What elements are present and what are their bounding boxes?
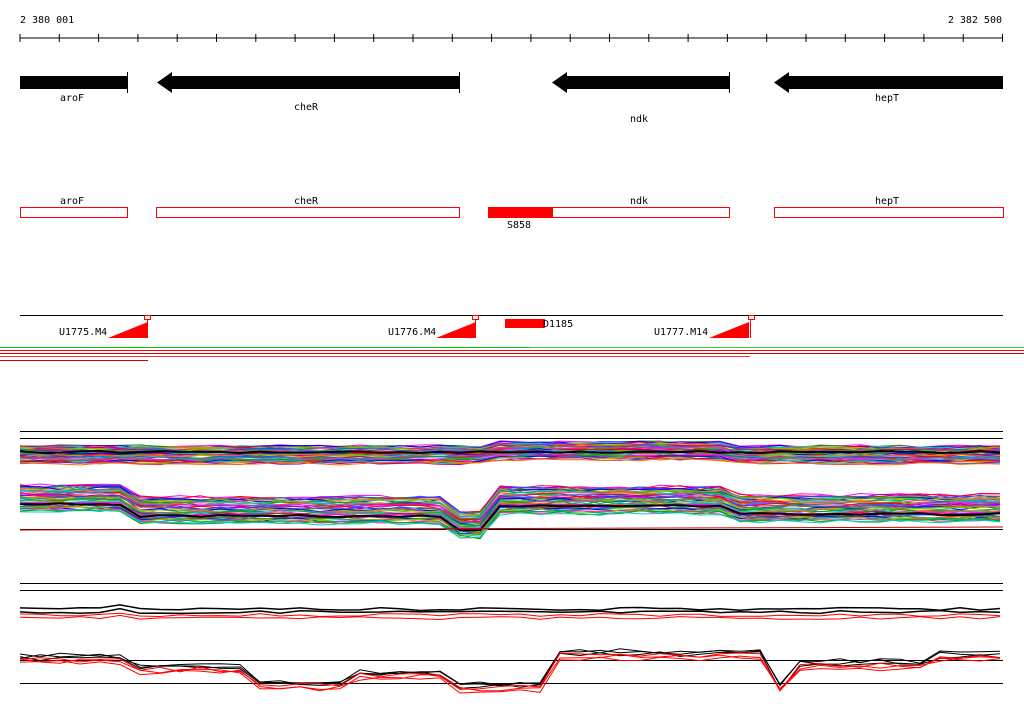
annotation-box-arof[interactable] [20,207,128,218]
gene-arrow-cher[interactable] [157,72,460,93]
profile-line [19,455,1001,464]
probe-marker-u1775[interactable] [108,315,151,339]
deletion-d1185[interactable] [505,319,545,328]
gene-track: aroF cheR ndk hepT [20,72,1003,125]
profile-line [19,487,1001,517]
profile-line [19,526,1004,531]
probe-marker-u1777[interactable] [709,315,755,339]
summary-line [19,604,1001,612]
gene-label-ndk: ndk [630,114,648,125]
gene-label-arof: aroF [60,93,84,104]
lower-profile-lines [19,483,1004,540]
probe-label-u1777: U1777.M14 [654,327,708,338]
summary-line [19,612,1001,618]
profile-line [19,458,1001,466]
annotation-label-arof: aroF [60,196,84,207]
gene-label-hept: hepT [875,93,899,104]
profile-line [19,448,1001,457]
probe-label-u1775: U1775.M4 [59,327,107,338]
gene-arrow-hept[interactable] [774,72,1003,93]
gene-arrow-ndk[interactable] [552,72,730,93]
profile-line [19,499,1001,528]
probe-track: U1775.M4 U1776.M4 U1777.M14 D1185 [20,315,1003,339]
summary-line [19,614,1001,621]
read-lines [0,347,1024,361]
summary-line [19,653,1001,692]
probe-marker-u1776[interactable] [436,315,479,339]
deletion-label-d1185: D1185 [543,319,573,330]
expression-profiles-panel [19,431,1004,540]
summary-line [19,607,1001,615]
annotation-box-hept[interactable] [774,207,1004,218]
summary-profile-lines [19,604,1001,694]
profile-line [19,505,1001,534]
probe-label-u1776: U1776.M4 [388,327,436,338]
gene-arrow-arof[interactable] [20,72,128,93]
upper-profile-lines [19,440,1001,466]
profile-line [19,449,1001,455]
axis-ticks [19,34,1003,42]
segment-label-s858: S858 [507,220,531,231]
annotation-label-ndk: ndk [630,196,648,207]
coord-end-label: 2 382 500 [948,15,1002,26]
profile-line [19,502,1001,532]
annotation-label-hept: hepT [875,196,899,207]
annotation-label-cher: cheR [294,196,319,207]
profile-line [19,509,1001,539]
coord-start-label: 2 380 001 [20,15,74,26]
annotation-box-cher[interactable] [156,207,460,218]
summary-line [19,649,1001,687]
profile-line [19,453,1001,462]
profile-line [19,484,1001,515]
segment-s858[interactable] [488,207,553,218]
summary-profiles-panel [19,583,1003,694]
annotation-track: aroF cheR ndk hepT S858 [20,196,1004,231]
gene-label-cher: cheR [294,102,319,113]
profile-line [19,497,1001,527]
summary-line [19,655,1001,694]
summary-line [19,648,1001,687]
